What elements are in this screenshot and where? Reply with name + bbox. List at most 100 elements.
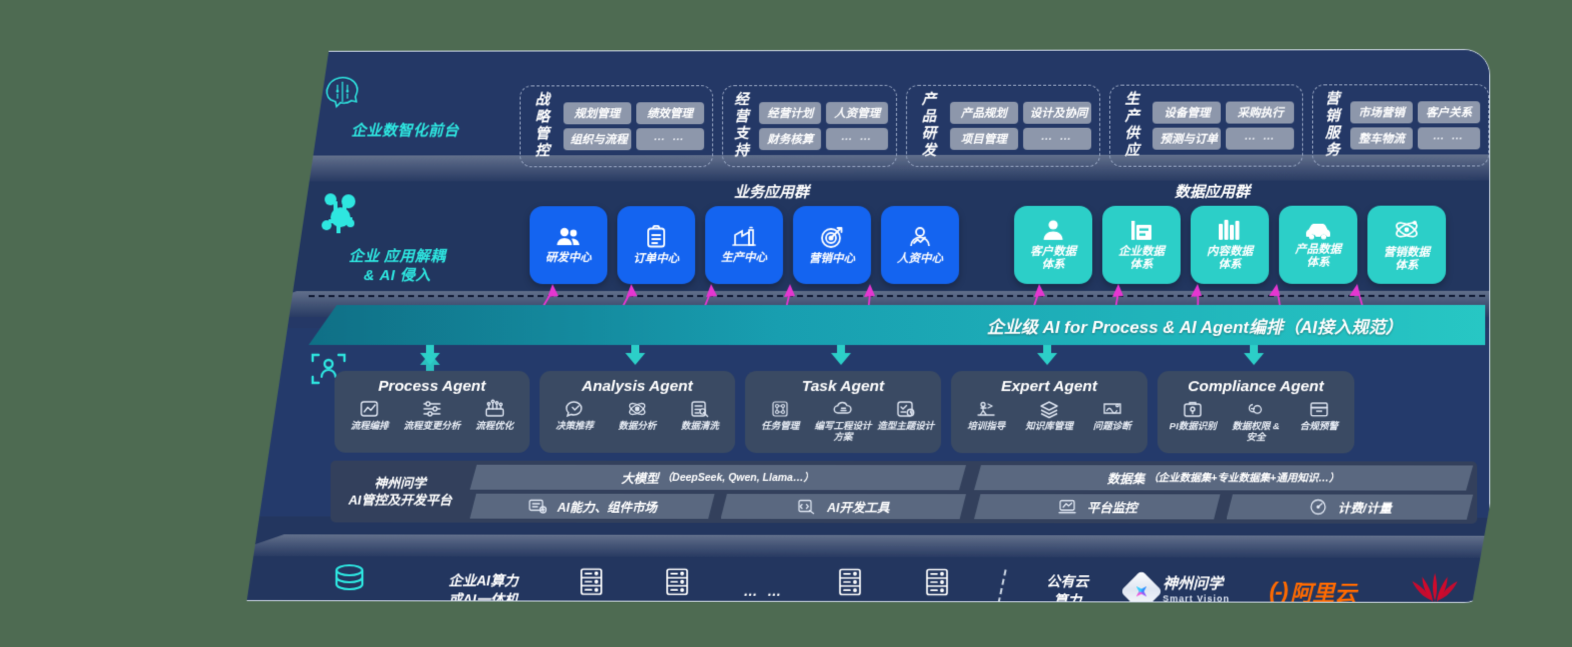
cloud-write-icon [832,399,854,419]
agent-card-expert[interactable]: Expert Agent 培训指导 [951,371,1147,453]
domain-chip[interactable]: 整车物流 [1350,127,1412,149]
molecule-icon [313,189,482,241]
domain-chip-list: 经营计划 人资管理 财务核算 … … [759,102,888,150]
domain-chip[interactable]: 采购执行 [1226,101,1294,123]
domain-chip-more[interactable]: … … [1023,128,1091,150]
data-card-marketing[interactable]: 营销数据 体系 [1367,206,1445,284]
agent-feature[interactable]: 流程编排 [339,399,401,432]
training-icon [975,399,997,419]
rail-label-line2: & AI 侵入 [363,267,431,285]
agent-feature-label: PI数据识别 [1169,421,1217,433]
vendor-name: 阿里云 [1290,580,1357,603]
infra-node-datacenter-1[interactable]: 数据中心 [548,566,634,603]
domain-chip[interactable]: 组织与流程 [563,128,631,150]
domain-chip[interactable]: 经营计划 [759,102,821,124]
app-card-label: 订单中心 [633,252,680,265]
agent-feature-label: 数据分析 [618,420,657,432]
platform-cell-monitoring[interactable]: 平台监控 [974,494,1220,519]
infra-node-datacenter-2[interactable]: 数据中心 [634,566,720,603]
agent-feature[interactable]: 编写工程设计方案 [812,399,874,443]
domain-chip[interactable]: 绩效管理 [636,102,704,124]
agent-feature[interactable]: 培训指导 [955,399,1017,432]
agent-card-compliance[interactable]: Compliance Agent PI数据识别 [1157,371,1354,453]
domain-chip[interactable]: 市场营销 [1350,101,1412,123]
domain-chip-more[interactable]: … … [636,128,704,150]
platform-cell-dev-tool[interactable]: AI开发工具 [721,494,966,519]
domain-chip-more[interactable]: … … [826,128,888,150]
domain-group-strategy[interactable]: 战略 管控 规划管理 绩效管理 组织与流程 … … [520,85,713,167]
domain-chip[interactable]: 客户关系 [1418,101,1480,123]
ai-platform-bar: 神州问学 AI管控及开发平台 大模型 （DeepSeek, Qwen, Llam… [331,461,1478,524]
agent-card-analysis[interactable]: Analysis Agent 决策推荐 [540,371,736,453]
agent-feature[interactable]: 造型主题设计 [875,399,937,432]
domain-chip[interactable]: 规划管理 [563,102,631,124]
target-icon [820,225,844,249]
agent-feature-label: 数据权限 & 安全 [1231,421,1280,444]
agent-feature[interactable]: 问题诊断 [1081,399,1143,432]
domain-group-production-supply[interactable]: 生产 供应 设备管理 采购执行 预测与订单 … … [1109,84,1303,166]
content-icon [1217,218,1243,242]
domain-group-list: 战略 管控 规划管理 绩效管理 组织与流程 … … 经营 支持 经营计划 人资管… [520,84,1490,167]
platform-cell-label: AI开发工具 [826,500,890,516]
platform-dataset-bar[interactable]: 数据集 （企业数据集+专业数据集+通用知识…） [974,465,1473,490]
data-card-enterprise[interactable]: 企业数据 体系 [1102,206,1180,284]
domain-chip-list: 市场营销 客户关系 整车物流 … … [1350,101,1480,149]
data-card-product[interactable]: 产品数据 体系 [1279,206,1357,284]
domain-chip[interactable]: 人资管理 [826,102,888,124]
domain-chip[interactable]: 设备管理 [1153,102,1221,124]
domain-chip[interactable]: 财务核算 [759,128,821,150]
app-card-marketing-center[interactable]: 营销中心 [793,206,871,284]
app-card-production-center[interactable]: 生产中心 [705,206,783,284]
infra-node-ai-appliance-1[interactable]: AI一体机 [807,566,894,603]
agent-feature[interactable]: 数据权限 & 安全 [1225,399,1287,443]
agent-feature[interactable]: 知识库管理 [1018,399,1080,432]
agent-feature-label: 流程变更分析 [403,420,461,432]
domain-chip[interactable]: 项目管理 [950,128,1018,150]
domain-chip-more[interactable]: … … [1418,127,1480,149]
domain-chip[interactable]: 设计及协同 [1023,102,1091,124]
platform-model-bar[interactable]: 大模型 （DeepSeek, Qwen, Llama…） [470,465,966,490]
vendor-shenzhou-wenxue[interactable]: 神州问学 Smart Vision [1113,576,1243,603]
aliyun-bracket-icon: (-) [1269,578,1287,603]
agent-title: Task Agent [801,377,885,396]
data-card-content[interactable]: 内容数据 体系 [1191,206,1269,284]
vendor-aliyun[interactable]: (-) 阿里云 [1243,576,1382,603]
platform-cell-billing[interactable]: 计费/计量 [1226,494,1473,519]
agent-feature[interactable]: 数据清洗 [669,399,731,432]
agent-feature[interactable]: 任务管理 [749,399,811,432]
rail-label-line1: 企业 应用解耦 [348,248,446,266]
app-card-hr-center[interactable]: 人资中心 [881,206,959,284]
domain-group-marketing-service[interactable]: 营销 服务 市场营销 客户关系 整车物流 … … [1313,84,1490,166]
vendor-name: 神州问学 [1162,575,1223,593]
domain-chip[interactable]: 预测与订单 [1153,128,1221,150]
infra-node-dots: … … [743,582,785,599]
domain-chip-more[interactable]: … … [1226,128,1294,150]
agent-feature[interactable]: PI数据识别 [1162,399,1224,432]
agent-feature[interactable]: 合规预警 [1288,399,1350,432]
design-check-icon [895,399,917,419]
app-card-order-center[interactable]: 订单中心 [617,206,695,284]
infra-node-ai-appliance-2[interactable]: AI一体机 [894,567,981,603]
data-card-customer[interactable]: 客户数据 体系 [1014,206,1092,284]
platform-cell-component-market[interactable]: AI能力、组件市场 [470,494,715,519]
app-card-rd-center[interactable]: 研发中心 [530,206,608,284]
agent-feature[interactable]: 数据分析 [606,399,668,432]
layers-icon [1038,399,1060,419]
diagnose-icon [1101,399,1123,419]
building-icon [1129,218,1153,242]
domain-chip[interactable]: 产品规划 [950,102,1018,124]
agent-card-process[interactable]: Process Agent 流程编排 [335,371,530,453]
users-icon [556,226,582,248]
domain-group-operations[interactable]: 经营 支持 经营计划 人资管理 财务核算 … … [722,85,897,167]
agent-card-task[interactable]: Task Agent 任务管理 [745,371,941,453]
agent-feature-label: 造型主题设计 [877,421,935,433]
domain-group-product-rd[interactable]: 产品 研发 产品规划 设计及协同 项目管理 … … [906,85,1100,167]
huawei-logo: HUAWEI [1409,569,1461,603]
agent-feature[interactable]: 流程优化 [464,399,526,432]
agent-feature-label: 培训指导 [967,421,1006,433]
agent-feature[interactable]: 决策推荐 [544,399,606,432]
architecture-frame: 企业数智化前台 [220,49,1490,603]
vendor-huawei[interactable]: HUAWEI [1383,569,1488,603]
agent-feature[interactable]: 流程变更分析 [401,399,463,432]
factory-icon [731,226,757,248]
